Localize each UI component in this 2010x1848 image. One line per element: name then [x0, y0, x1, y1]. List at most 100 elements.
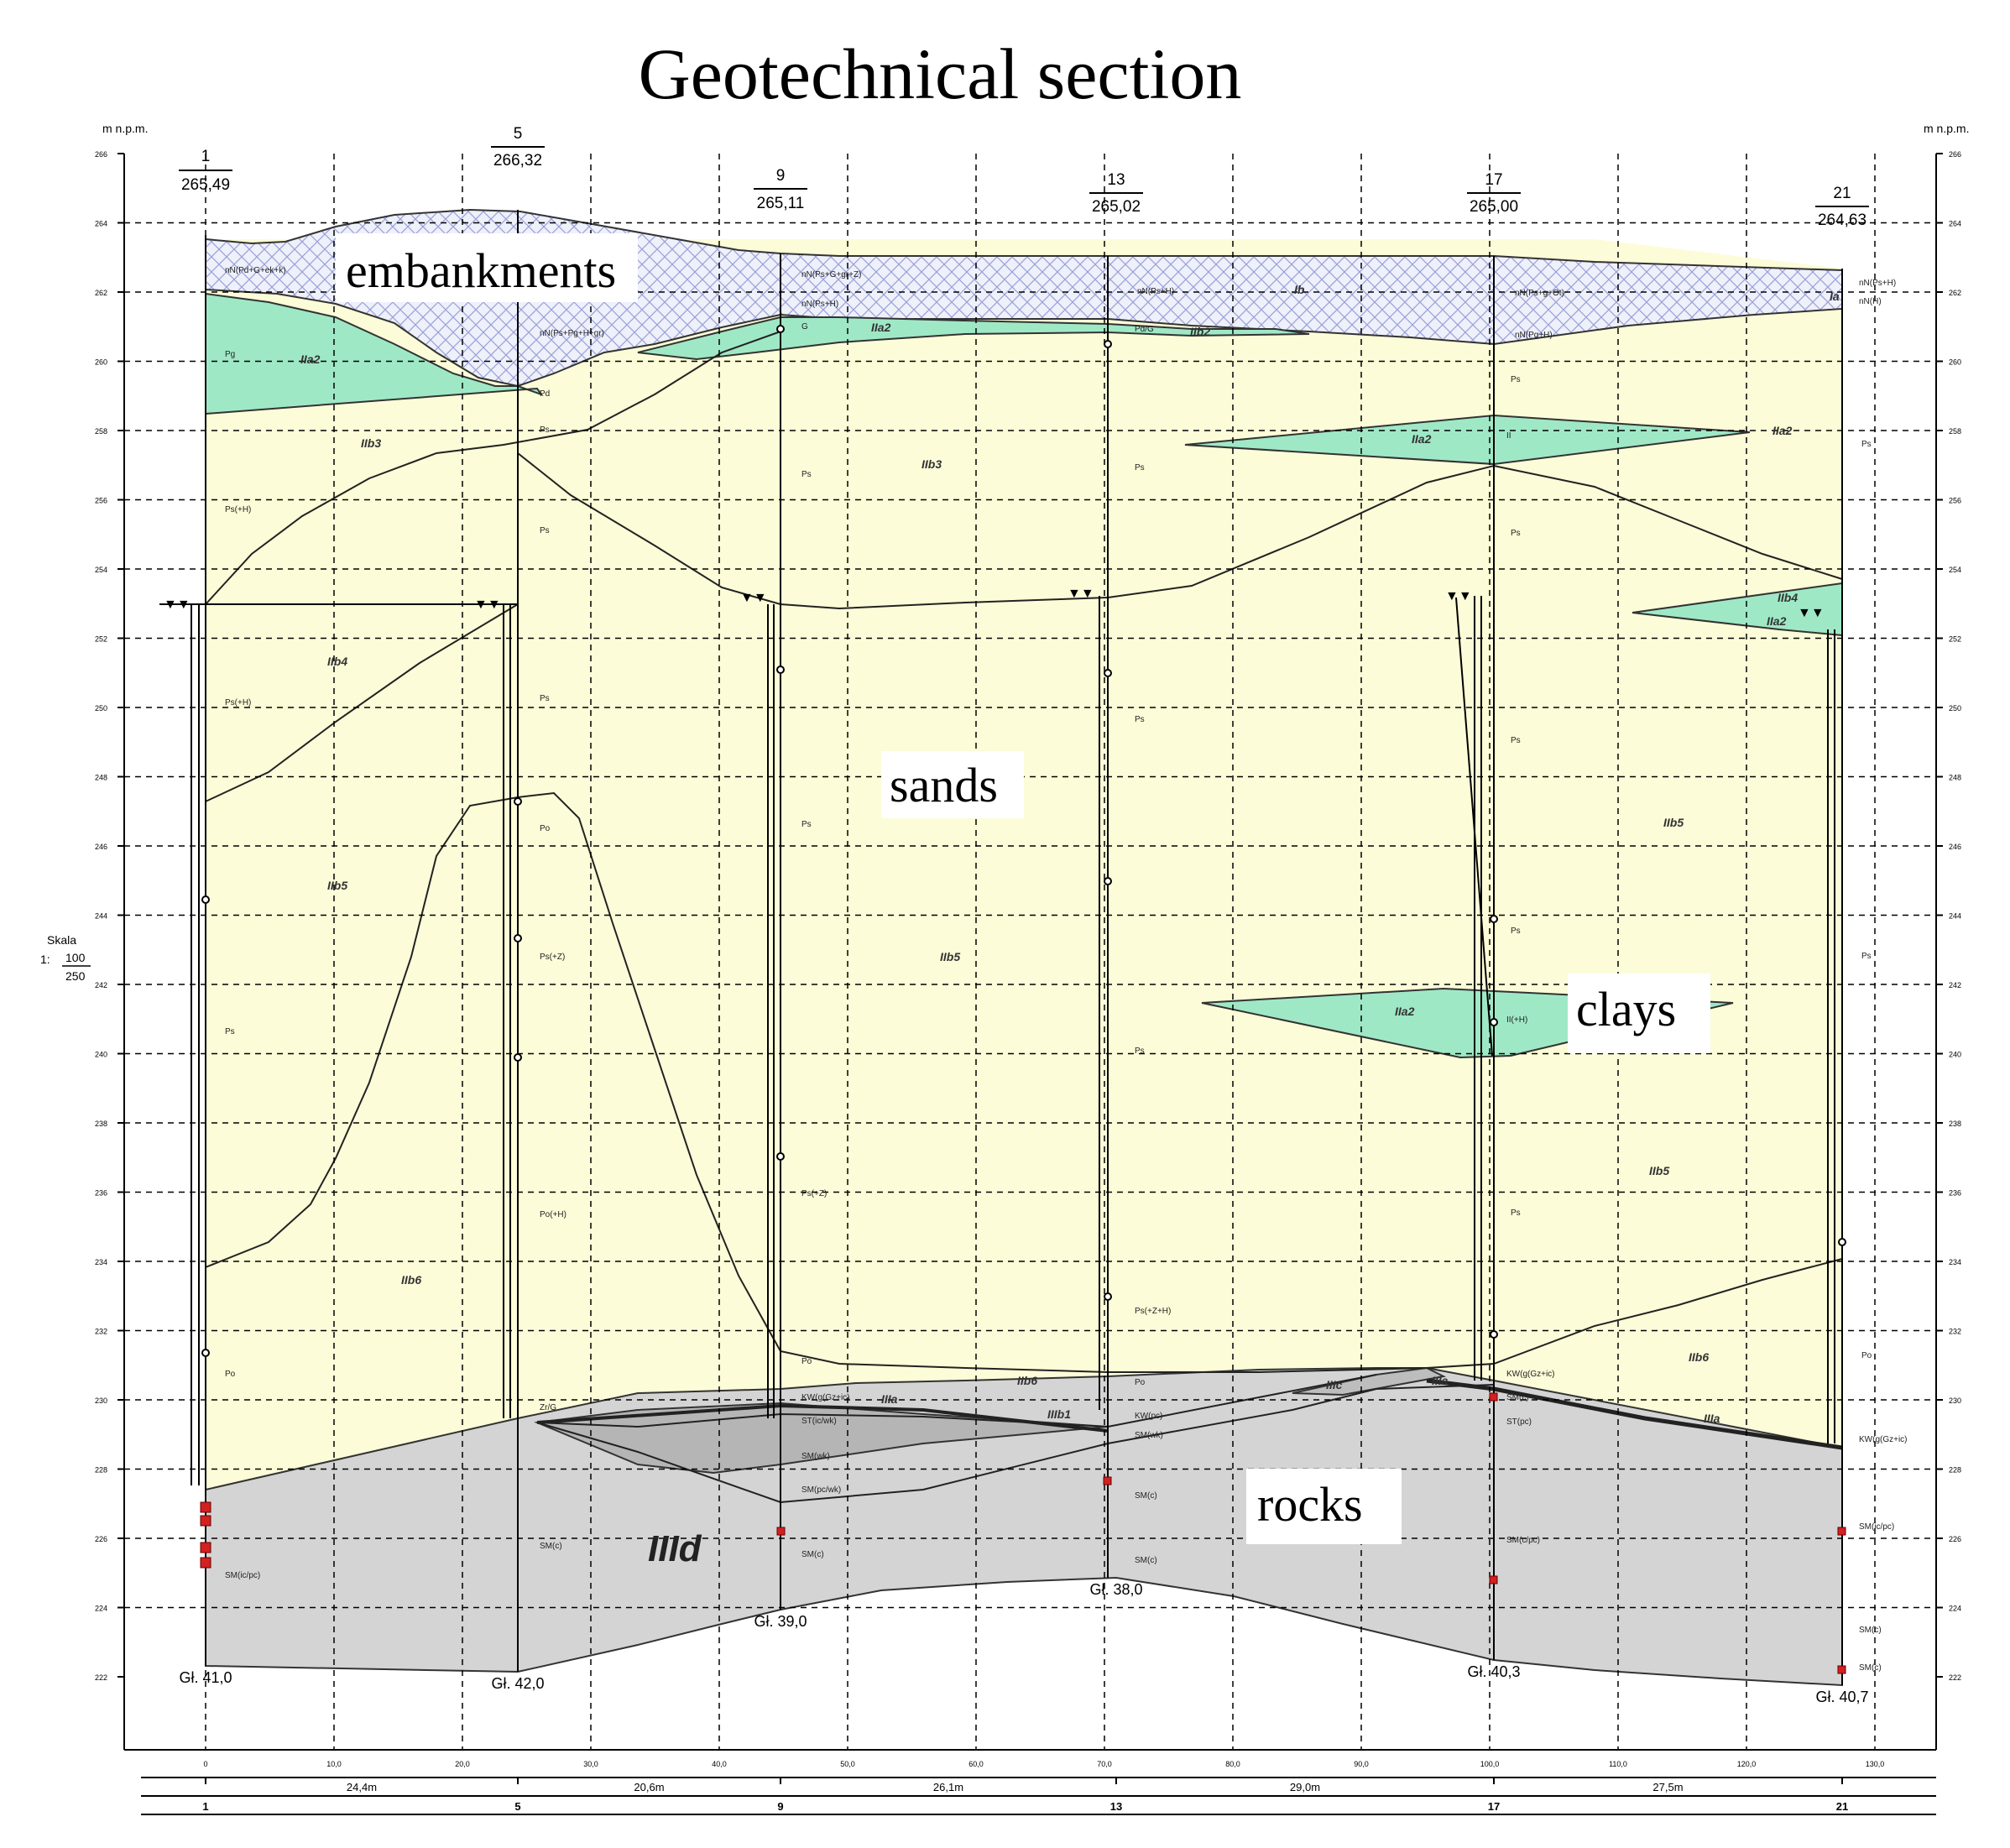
elevation-tick-label: 242 — [1949, 981, 1961, 989]
svg-text:SM(c): SM(c) — [1135, 1491, 1157, 1501]
spacing-label: 24,4m — [347, 1781, 377, 1793]
elevation-tick-label: 240 — [95, 1051, 107, 1059]
svg-text:nN(Pg+H): nN(Pg+H) — [1515, 331, 1553, 340]
svg-text:nN(Pd+G+ek+k): nN(Pd+G+ek+k) — [225, 266, 286, 275]
svg-text:SM(wk): SM(wk) — [801, 1452, 830, 1461]
svg-text:embankments: embankments — [346, 243, 616, 298]
layer-label: IIa2 — [871, 321, 891, 334]
svg-text:Ps: Ps — [1511, 529, 1521, 538]
layer-label: IIb6 — [1689, 1350, 1709, 1364]
distance-tick-label: 60,0 — [968, 1760, 984, 1768]
svg-text:SM(c/pc): SM(c/pc) — [1506, 1536, 1540, 1545]
elevation-tick-label: 230 — [95, 1396, 107, 1405]
svg-text:Ps: Ps — [540, 526, 550, 535]
svg-text:Po: Po — [225, 1370, 236, 1379]
layer-label: IIb5 — [1649, 1164, 1669, 1177]
layer-label: IIb5 — [1663, 816, 1684, 829]
units-label-right: m n.p.m. — [1924, 122, 1969, 135]
elevation-tick-label: 252 — [1949, 635, 1961, 644]
elevation-tick-label: 256 — [1949, 497, 1961, 505]
callout-clays: clays — [1568, 974, 1710, 1053]
svg-text:Ps: Ps — [801, 470, 812, 479]
borehole-1-depth: Gł. 41,0 — [179, 1669, 232, 1686]
elevation-tick-label: 262 — [95, 289, 107, 297]
svg-text:▼▼: ▼▼ — [1445, 589, 1472, 603]
svg-text:Po(+H): Po(+H) — [540, 1210, 566, 1219]
elevation-tick-label: 246 — [1949, 843, 1961, 851]
borehole-13-depth: Gł. 38,0 — [1089, 1581, 1142, 1598]
svg-text:KW(g(Gz+ic): KW(g(Gz+ic) — [1859, 1435, 1908, 1444]
layer-label: IIa2 — [1412, 432, 1432, 446]
soil-codes: nN(Pd+G+ek+k) nN(Ps+Pg+H+gr) nN(Ps+G+gr+… — [225, 266, 1908, 1673]
svg-text:nN(Ps+g+Ot): nN(Ps+g+Ot) — [1515, 289, 1564, 298]
elevation-tick-label: 262 — [1949, 289, 1961, 297]
svg-text:Po: Po — [1861, 1351, 1872, 1360]
borehole-headers: 1 265,49 5 266,32 9 265,11 13 265,02 17 … — [179, 125, 1869, 229]
layer-label: IIb3 — [921, 457, 942, 471]
elevation-tick-label: 252 — [95, 635, 107, 644]
spacing-borehole-id: 9 — [777, 1800, 783, 1813]
borehole-21-id: 21 — [1833, 185, 1851, 202]
borehole-5-elevation: 266,32 — [493, 152, 542, 170]
distance-tick-label: 120,0 — [1737, 1760, 1757, 1768]
elevation-tick-label: 222 — [1949, 1673, 1961, 1682]
elevation-tick-label: 250 — [1949, 704, 1961, 713]
svg-text:II(+H): II(+H) — [1506, 1015, 1527, 1025]
layer-boundaries — [205, 331, 1843, 1504]
elevation-tick-label: 266 — [1949, 150, 1961, 159]
layer-label: IIb4 — [327, 655, 347, 668]
distance-tick-label: 70,0 — [1097, 1760, 1112, 1768]
elevation-tick-label: 248 — [1949, 774, 1961, 782]
svg-text:Ps: Ps — [1135, 715, 1145, 724]
borehole-17-depth: Gł. 40,3 — [1467, 1663, 1520, 1680]
elevation-tick-label: 248 — [95, 774, 107, 782]
svg-text:sands: sands — [890, 758, 998, 812]
distance-tick-label: 20,0 — [455, 1760, 470, 1768]
svg-text:Ps: Ps — [225, 1027, 235, 1036]
layer-labels: IIa2 IIa2 IIb2 IIa2 IIa2 IIa2 IIb3 IIb3 … — [300, 283, 1840, 1569]
svg-text:KW(g(Gz+ic): KW(g(Gz+ic) — [1506, 1370, 1555, 1379]
svg-text:250: 250 — [65, 969, 86, 983]
borehole-5-id: 5 — [514, 125, 523, 143]
spacing-borehole-id: 17 — [1488, 1800, 1500, 1813]
distance-tick-label: 30,0 — [583, 1760, 598, 1768]
distance-tick-label: 50,0 — [840, 1760, 855, 1768]
borehole-13-elevation: 265,02 — [1092, 198, 1141, 216]
layer-label: IIb3 — [361, 436, 381, 450]
elevation-tick-label: 236 — [1949, 1189, 1961, 1198]
elevation-tick-label: 228 — [95, 1466, 107, 1475]
borehole-5-depth: Gł. 42,0 — [491, 1675, 544, 1692]
section-title: Geotechnical section — [638, 34, 1242, 114]
svg-text:SM(ic/pc): SM(ic/pc) — [225, 1571, 260, 1580]
elevation-tick-label: 232 — [95, 1328, 107, 1336]
borehole-9-elevation: 265,11 — [757, 195, 805, 212]
elevation-tick-label: 224 — [95, 1605, 107, 1613]
svg-text:Po: Po — [1135, 1378, 1146, 1387]
svg-text:▼▼: ▼▼ — [1798, 606, 1825, 620]
elevation-tick-label: 230 — [1949, 1396, 1961, 1405]
axis-frame — [123, 154, 1937, 1751]
svg-text:Ps: Ps — [540, 694, 550, 703]
elevation-tick-label: 238 — [1949, 1120, 1961, 1128]
distance-tick-label: 110,0 — [1609, 1760, 1627, 1768]
spacing-label: 29,0m — [1290, 1781, 1320, 1793]
layer-label: IIa2 — [300, 352, 321, 366]
svg-text:nN(Ps+H): nN(Ps+H) — [1137, 287, 1174, 296]
layer-label: IIb6 — [1017, 1374, 1037, 1387]
svg-text:Ps(+H): Ps(+H) — [225, 698, 251, 707]
layer-label: IIa2 — [1767, 614, 1787, 628]
layer-label: Ia — [1830, 290, 1840, 303]
layer-label: IIb5 — [940, 950, 960, 963]
callout-embankments: embankments — [336, 233, 638, 302]
layer-label-major: IIId — [648, 1528, 702, 1569]
svg-text:ST(ic/wk): ST(ic/wk) — [801, 1417, 837, 1426]
elevation-tick-label: 266 — [95, 150, 107, 159]
svg-text:nN(Ps+H): nN(Ps+H) — [801, 300, 838, 309]
elevation-tick-label: 240 — [1949, 1051, 1961, 1059]
distance-tick-label: 0 — [203, 1760, 207, 1768]
svg-text:Ps(+Z): Ps(+Z) — [540, 953, 565, 962]
svg-text:SM(c): SM(c) — [1506, 1393, 1529, 1402]
clay-band-mid — [637, 316, 1310, 361]
elevation-tick-label: 250 — [95, 704, 107, 713]
svg-text:Ps: Ps — [801, 820, 812, 829]
